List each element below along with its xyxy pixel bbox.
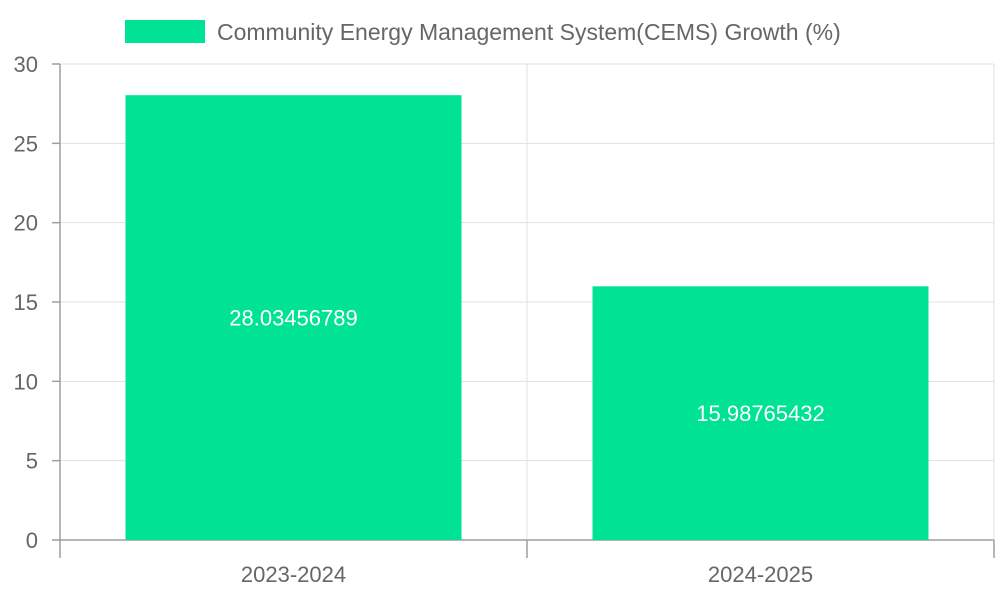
- y-tick-label: 15: [14, 290, 38, 315]
- y-axis-ticks: 0 5 10 15 20 25 30: [14, 52, 38, 553]
- x-tick-label: 2023-2024: [241, 562, 346, 587]
- x-tick-label: 2024-2025: [708, 562, 813, 587]
- y-tick-label: 10: [14, 369, 38, 394]
- bar-value-label: 15.98765432: [696, 401, 824, 426]
- legend-swatch: [125, 20, 205, 43]
- y-tick-label: 30: [14, 52, 38, 77]
- legend-label: Community Energy Management System(CEMS)…: [217, 19, 841, 45]
- y-tick-label: 0: [26, 528, 38, 553]
- y-tick-label: 20: [14, 211, 38, 236]
- y-tick-label: 25: [14, 131, 38, 156]
- x-axis-ticks: 2023-2024 2024-2025: [241, 562, 813, 587]
- legend: Community Energy Management System(CEMS)…: [125, 19, 841, 45]
- bar-2024-2025: [592, 286, 929, 540]
- bars: [125, 95, 929, 541]
- bar-value-label: 28.03456789: [229, 306, 357, 331]
- y-tick-label: 5: [26, 449, 38, 474]
- bar-2023-2024: [125, 95, 462, 541]
- value-labels: 28.03456789 15.98765432: [229, 306, 824, 427]
